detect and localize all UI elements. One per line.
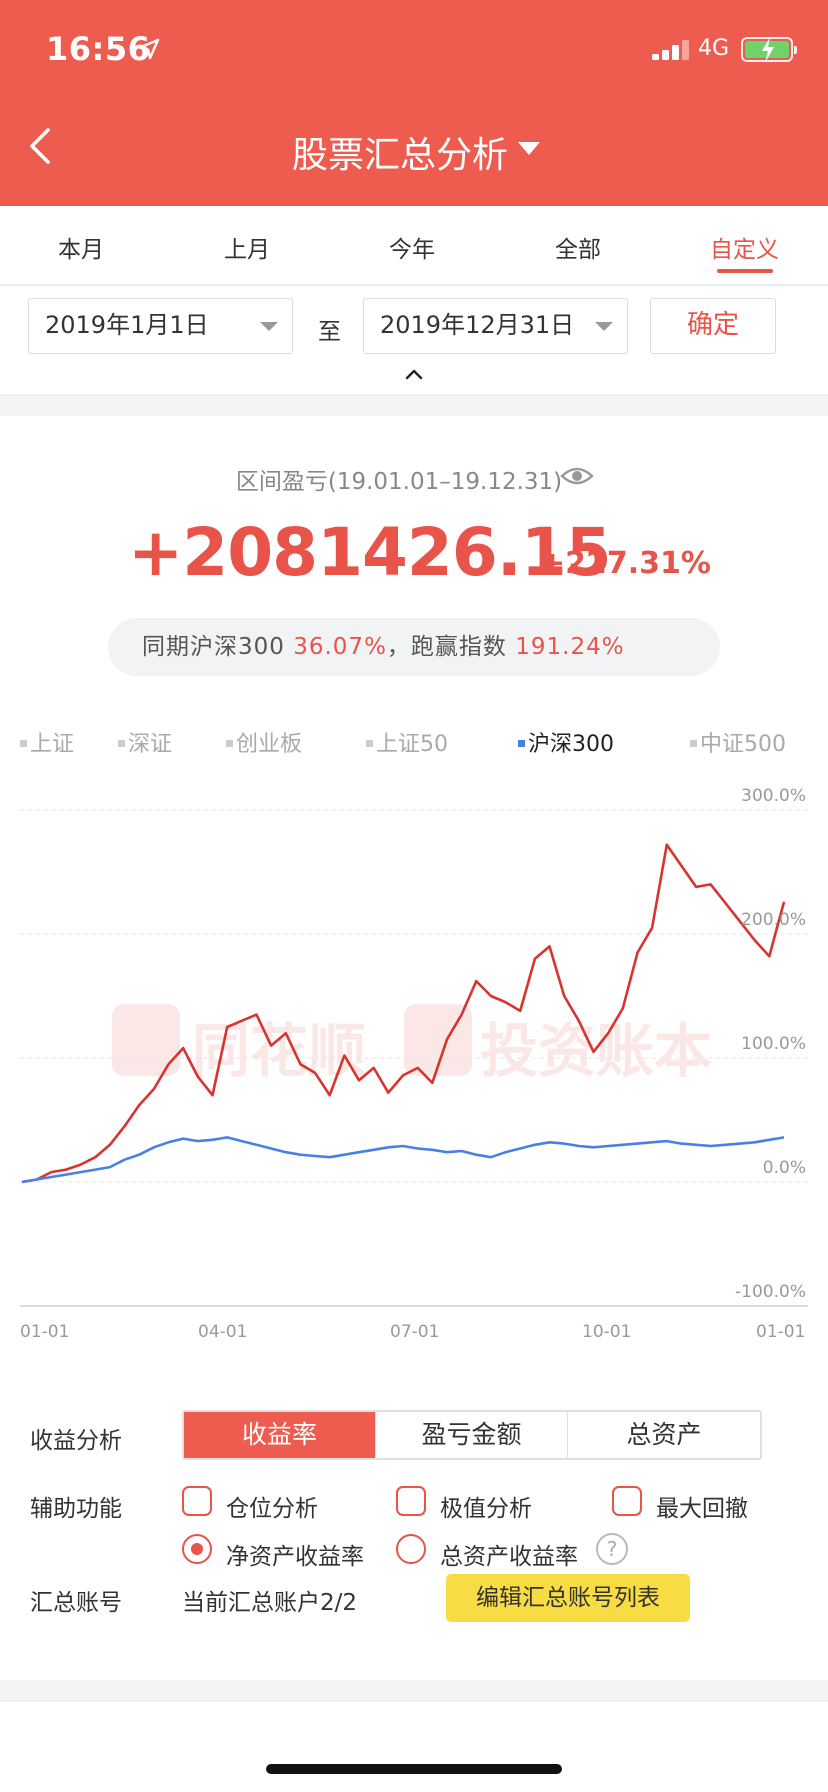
eye-icon[interactable] — [560, 464, 594, 488]
position-analysis-label: 仓位分析 — [226, 1496, 318, 1522]
y-tick-label: 0.0% — [762, 1158, 806, 1178]
series-line-hushen300 — [21, 1136, 785, 1184]
analysis-label: 收益分析 — [30, 1428, 122, 1454]
analysis-segmented: 收益率 盈亏金额 总资产 — [182, 1410, 762, 1460]
back-icon[interactable] — [26, 126, 56, 166]
accounts-label: 汇总账号 — [30, 1590, 122, 1616]
aux-label: 辅助功能 — [30, 1496, 122, 1522]
total-asset-return-label: 总资产收益率 — [440, 1544, 578, 1570]
net-asset-return-radio[interactable] — [182, 1534, 212, 1564]
signal-icon — [652, 40, 690, 60]
network-type: 4G — [698, 36, 730, 61]
tab-this-year[interactable]: 今年 — [389, 237, 435, 263]
return-chart — [20, 809, 808, 1307]
profit-percent: +227.31% — [540, 546, 711, 581]
tab-custom[interactable]: 自定义 — [710, 237, 779, 263]
compare-prefix: 同期沪深300 — [142, 634, 294, 660]
series-line-portfolio — [21, 843, 786, 1184]
compare-percent: 36.07% — [293, 634, 387, 660]
x-tick-label: 07-01 — [390, 1322, 440, 1342]
total-asset-return-radio[interactable] — [396, 1534, 426, 1564]
profit-amount: +2081426.15 — [128, 514, 612, 591]
location-arrow-icon — [138, 38, 160, 60]
chevron-down-icon — [260, 322, 278, 331]
bottom-divider — [0, 1680, 828, 1702]
benchmark-compare: 同期沪深300 36.07%，跑赢指数 191.24% — [108, 618, 720, 676]
seg-total-assets[interactable]: 总资产 — [626, 1420, 702, 1449]
y-tick-label: 100.0% — [741, 1034, 806, 1054]
chevron-up-icon[interactable] — [405, 368, 423, 380]
y-tick-label: -100.0% — [735, 1282, 806, 1302]
net-asset-return-label: 净资产收益率 — [226, 1544, 364, 1570]
tab-all[interactable]: 全部 — [555, 237, 601, 263]
legend-chuangyeban[interactable]: 创业板 — [226, 726, 302, 758]
legend-shangzheng50[interactable]: 上证50 — [366, 726, 448, 758]
tab-last-month[interactable]: 上月 — [224, 237, 270, 263]
legend-zhongzheng500[interactable]: 中证500 — [690, 726, 786, 758]
extreme-analysis-label: 极值分析 — [440, 1496, 532, 1522]
seg-profit-amount[interactable]: 盈亏金额 — [376, 1412, 568, 1458]
max-drawdown-checkbox[interactable] — [612, 1486, 642, 1516]
end-date-value: 2019年12月31日 — [380, 311, 575, 339]
x-tick-label: 01-01 — [20, 1322, 70, 1342]
legend-shenzheng[interactable]: 深证 — [118, 726, 172, 758]
confirm-button[interactable]: 确定 — [650, 298, 776, 354]
end-date-select[interactable]: 2019年12月31日 — [363, 298, 628, 354]
x-tick-label: 01-01 — [756, 1322, 806, 1342]
x-tick-label: 10-01 — [582, 1322, 632, 1342]
battery-icon — [741, 37, 797, 63]
help-icon[interactable]: ? — [596, 1533, 628, 1565]
beat-percent: 191.24% — [515, 634, 625, 660]
x-tick-label: 04-01 — [198, 1322, 248, 1342]
legend-shangzheng[interactable]: 上证 — [20, 726, 74, 758]
seg-return-rate[interactable]: 收益率 — [184, 1412, 376, 1458]
position-analysis-checkbox[interactable] — [182, 1486, 212, 1516]
active-tab-indicator — [717, 269, 773, 273]
date-separator: 至 — [318, 319, 341, 345]
y-tick-label: 200.0% — [741, 910, 806, 930]
extreme-analysis-checkbox[interactable] — [396, 1486, 426, 1516]
compare-mid: ，跑赢指数 — [386, 634, 516, 660]
range-label: 区间盈亏(19.01.01–19.12.31) — [235, 469, 563, 495]
section-divider — [0, 394, 828, 416]
start-date-select[interactable]: 2019年1月1日 — [28, 298, 293, 354]
page-title[interactable]: 股票汇总分析 — [291, 135, 508, 176]
tab-this-month[interactable]: 本月 — [58, 237, 104, 263]
chevron-down-icon — [595, 322, 613, 331]
start-date-value: 2019年1月1日 — [45, 311, 209, 339]
chevron-down-icon[interactable] — [518, 142, 540, 155]
watermark-right: 投资账本 — [480, 1017, 713, 1085]
edit-accounts-button[interactable]: 编辑汇总账号列表 — [446, 1574, 690, 1622]
status-time: 16:56 — [46, 30, 151, 68]
y-tick-label: 300.0% — [741, 786, 806, 806]
accounts-value: 当前汇总账户2/2 — [182, 1590, 358, 1616]
max-drawdown-label: 最大回撤 — [656, 1496, 748, 1522]
period-tabs: 本月 上月 今年 全部 自定义 — [0, 206, 828, 286]
home-indicator — [266, 1764, 562, 1774]
legend-hushen300[interactable]: 沪深300 — [518, 726, 614, 758]
app-header: 16:56 4G 股票汇总分析 — [0, 0, 828, 206]
